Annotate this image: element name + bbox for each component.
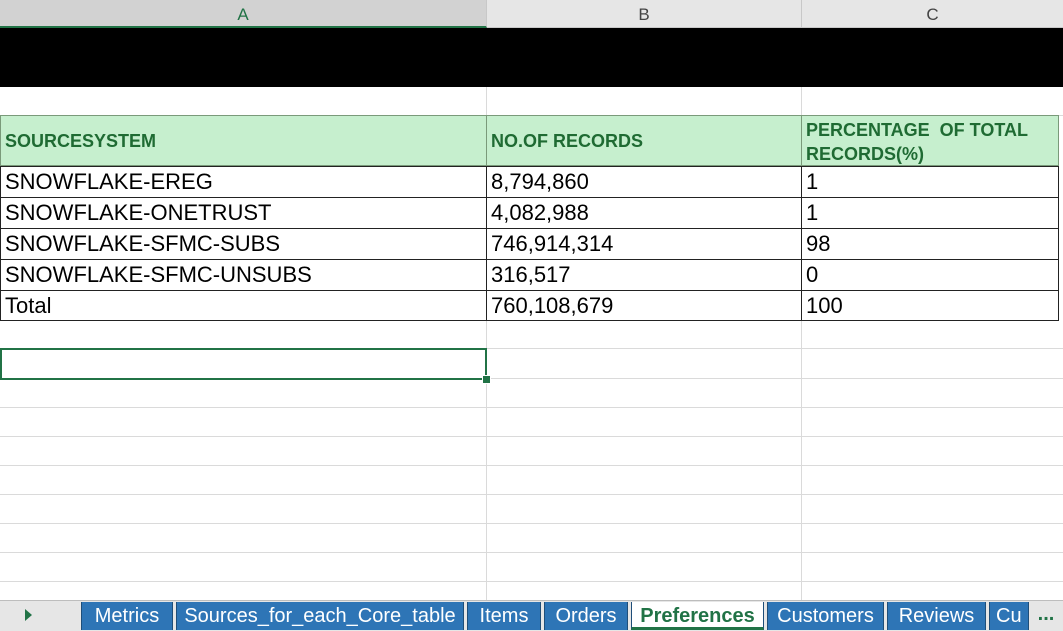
cell-records[interactable]: 4,082,988	[486, 197, 802, 229]
selected-cell[interactable]	[0, 348, 487, 380]
cell-sourcesystem[interactable]: SNOWFLAKE-ONETRUST	[0, 197, 487, 229]
cell-records[interactable]: 8,794,860	[486, 166, 802, 198]
cell-percentage[interactable]: 98	[801, 228, 1059, 260]
column-header-a[interactable]: A	[0, 0, 487, 28]
cell-percentage[interactable]: 1	[801, 166, 1059, 198]
cell-total-records[interactable]: 760,108,679	[486, 290, 802, 321]
tab-metrics[interactable]: Metrics	[81, 602, 173, 630]
fill-handle[interactable]	[482, 375, 491, 384]
header-percentage-line1: PERCENTAGE OF TOTAL	[806, 120, 1029, 140]
tab-cu-truncated[interactable]: Cu	[989, 602, 1029, 630]
header-no-of-records[interactable]: NO.OF RECORDS	[486, 115, 802, 166]
tab-customers[interactable]: Customers	[767, 602, 884, 630]
tab-orders[interactable]: Orders	[544, 602, 628, 630]
header-percentage[interactable]: PERCENTAGE OF TOTAL RECORDS(%)	[801, 115, 1059, 166]
tab-reviews[interactable]: Reviews	[887, 602, 986, 630]
triangle-right-icon	[24, 609, 32, 621]
cell-records[interactable]: 316,517	[486, 259, 802, 291]
cell-percentage[interactable]: 1	[801, 197, 1059, 229]
column-header-c[interactable]: C	[802, 0, 1063, 28]
more-tabs-ellipsis[interactable]: ...	[1037, 603, 1055, 625]
tab-sources-for-each-core-table[interactable]: Sources_for_each_Core_table	[176, 602, 464, 630]
tab-scroll-right-button[interactable]	[0, 600, 80, 630]
tab-preferences[interactable]: Preferences	[631, 602, 764, 630]
black-banner-row	[0, 28, 1063, 87]
cell-records[interactable]: 746,914,314	[486, 228, 802, 260]
header-percentage-line2: RECORDS(%)	[806, 144, 925, 164]
cell-total-label[interactable]: Total	[0, 290, 487, 321]
cell-total-percentage[interactable]: 100	[801, 290, 1059, 321]
header-sourcesystem[interactable]: SOURCESYSTEM	[0, 115, 487, 166]
cell-percentage[interactable]: 0	[801, 259, 1059, 291]
column-header-b[interactable]: B	[487, 0, 802, 28]
cell-sourcesystem[interactable]: SNOWFLAKE-SFMC-UNSUBS	[0, 259, 487, 291]
tab-items[interactable]: Items	[467, 602, 541, 630]
cell-sourcesystem[interactable]: SNOWFLAKE-EREG	[0, 166, 487, 198]
cell-sourcesystem[interactable]: SNOWFLAKE-SFMC-SUBS	[0, 228, 487, 260]
